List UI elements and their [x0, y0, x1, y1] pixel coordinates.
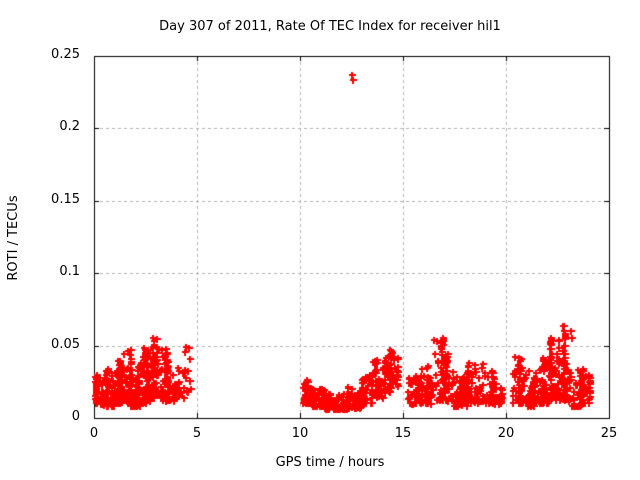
- x-tick-label: 15: [394, 426, 412, 441]
- y-tick-label: 0.1: [59, 264, 80, 280]
- x-tick-label: 10: [291, 426, 309, 441]
- y-tick-label: 0.25: [51, 47, 80, 62]
- chart-title: Day 307 of 2011, Rate Of TEC Index for r…: [159, 19, 501, 34]
- x-axis-label: GPS time / hours: [275, 455, 385, 470]
- y-tick-label: 0.2: [59, 119, 80, 135]
- x-tick-label: 20: [497, 426, 515, 441]
- x-tick-label: 0: [89, 426, 99, 441]
- x-tick-label: 5: [192, 426, 202, 441]
- y-axis-label: ROTI / TECUs: [6, 195, 21, 281]
- y-tick-label: 0.05: [51, 336, 80, 352]
- y-tick-label: 0: [71, 409, 80, 424]
- y-tick-label: 0.15: [51, 191, 80, 207]
- x-tick-label: 25: [600, 426, 618, 441]
